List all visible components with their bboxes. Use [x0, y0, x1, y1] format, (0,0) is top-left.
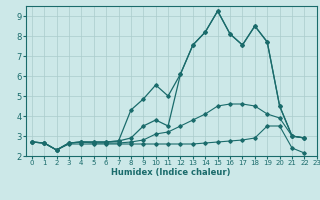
X-axis label: Humidex (Indice chaleur): Humidex (Indice chaleur) [111, 168, 231, 177]
